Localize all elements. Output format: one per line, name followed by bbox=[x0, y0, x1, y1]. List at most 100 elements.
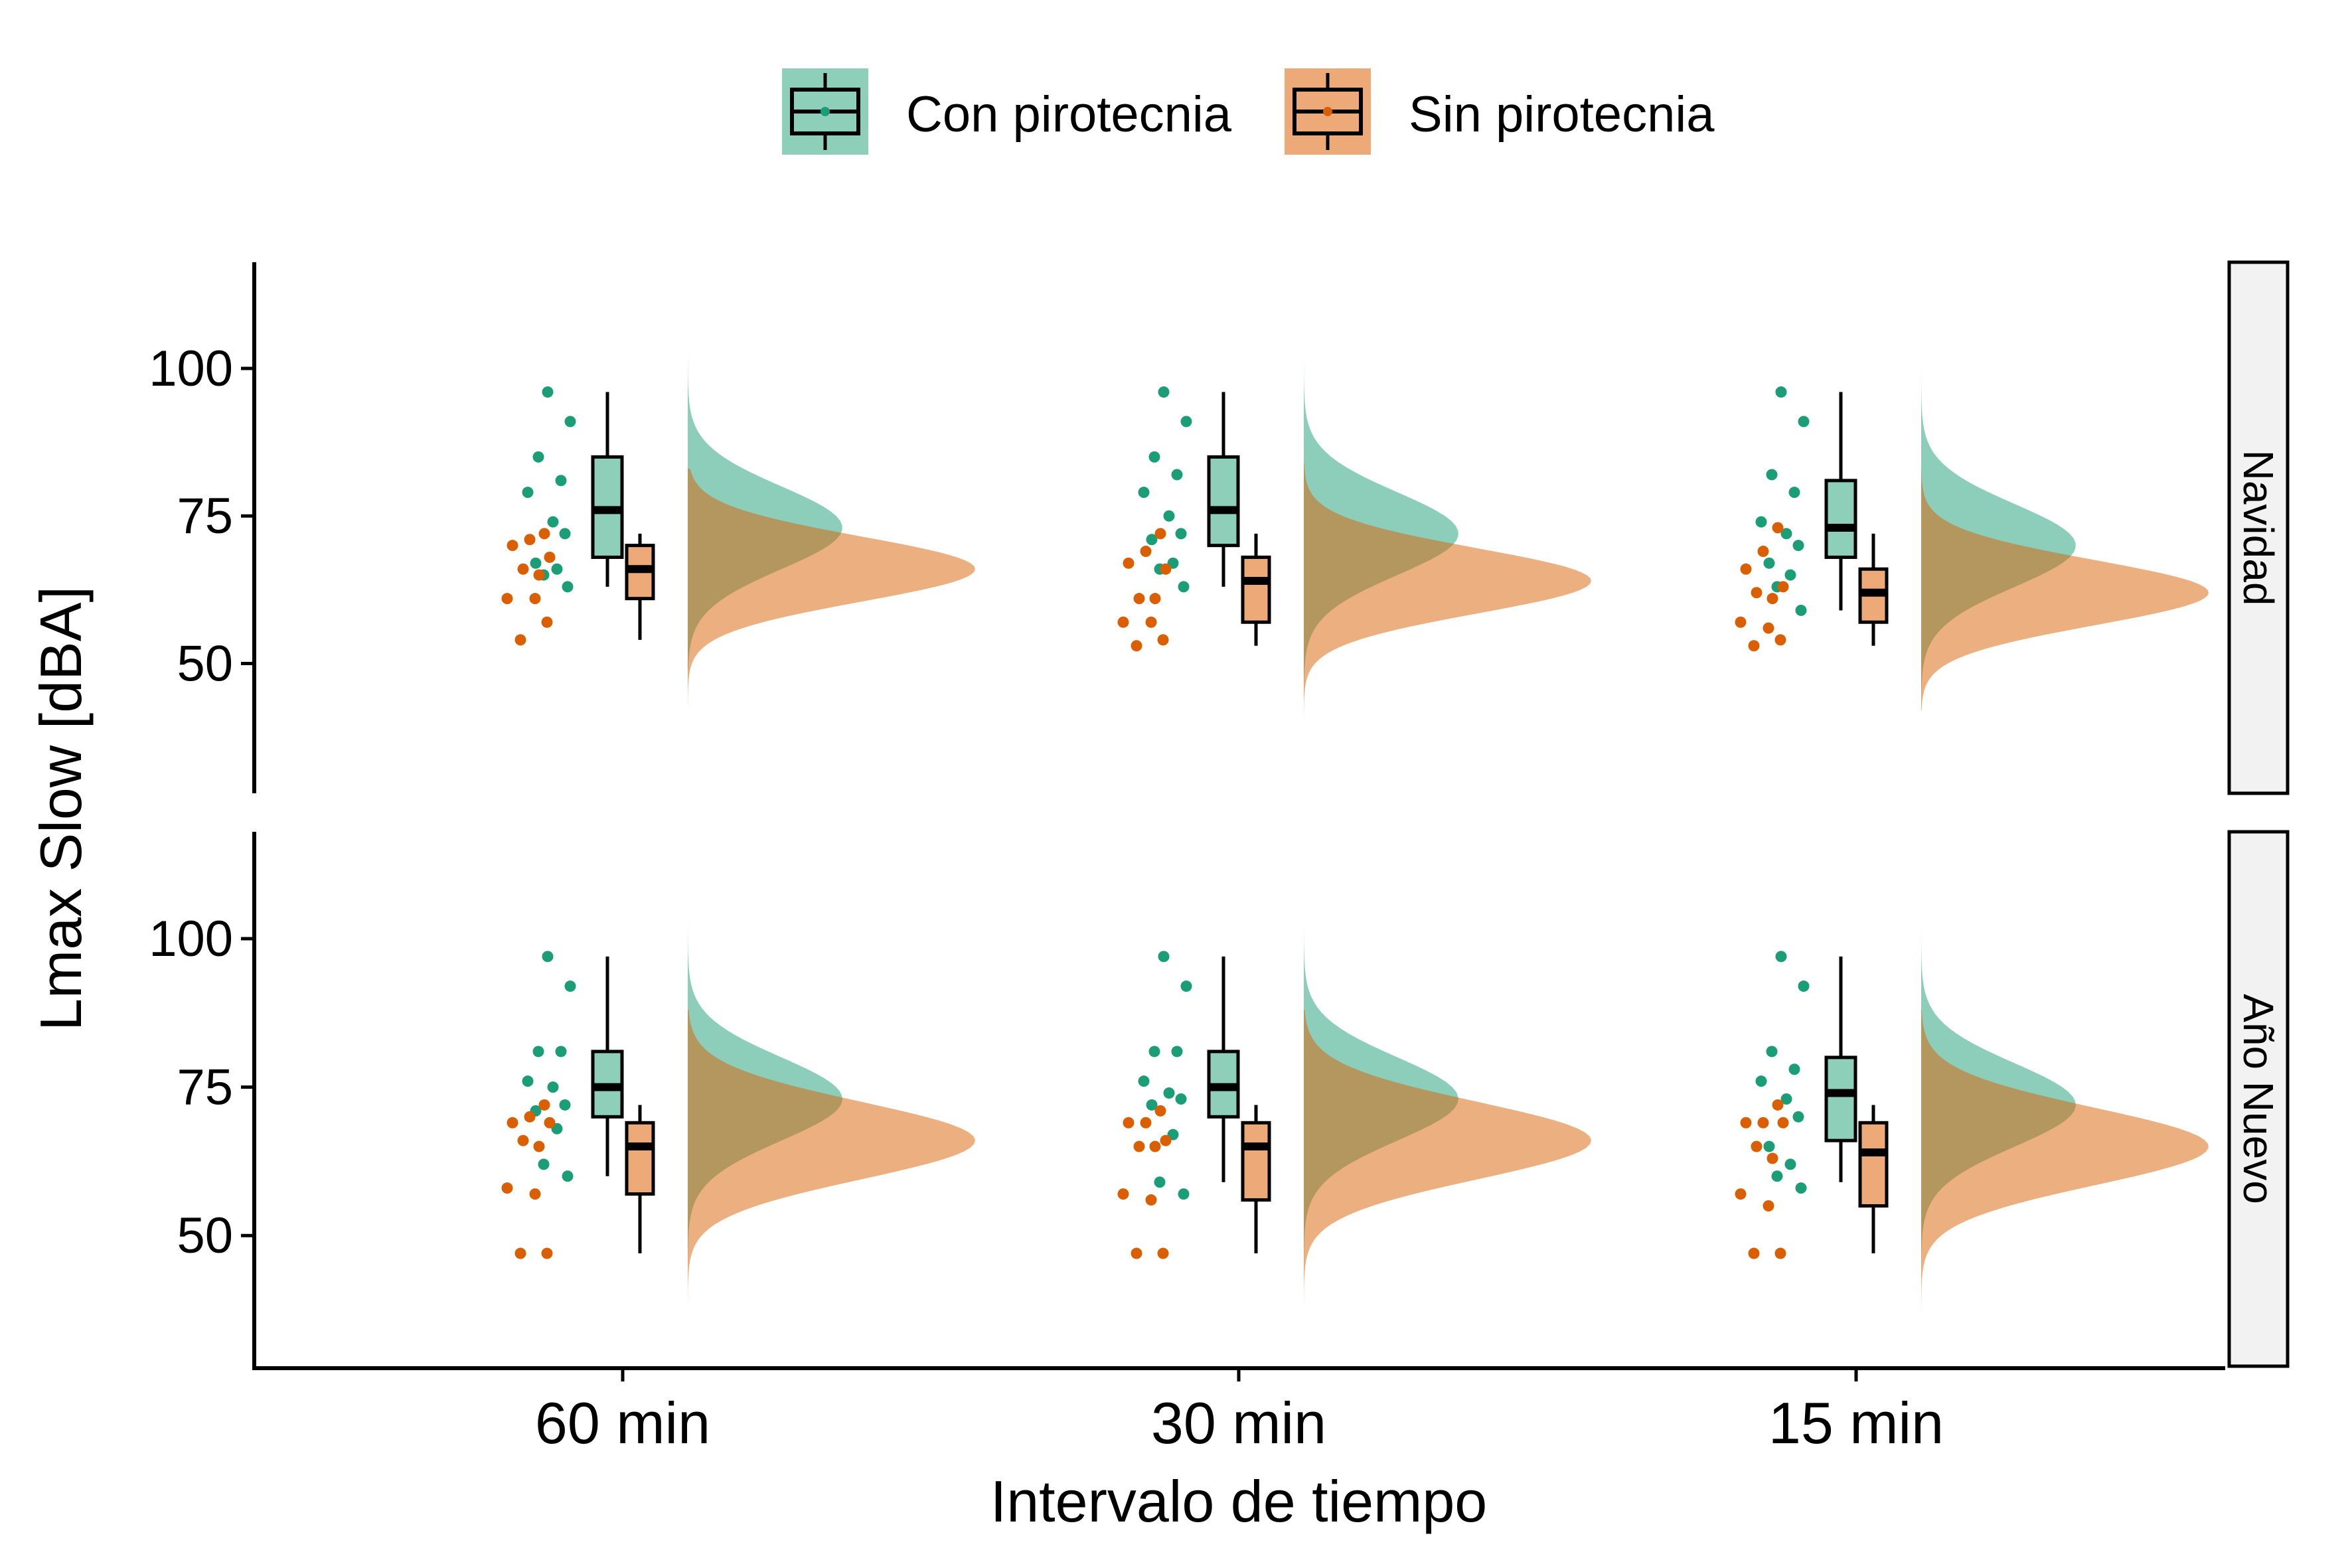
point-sin-pirotecnia bbox=[1757, 1117, 1769, 1129]
boxplot-sin-pirotecnia bbox=[1858, 533, 1889, 646]
point-con-pirotecnia bbox=[1780, 1093, 1792, 1105]
group-60-min bbox=[501, 873, 975, 1355]
point-sin-pirotecnia bbox=[1772, 522, 1784, 534]
density-con-pirotecnia bbox=[1921, 855, 2076, 1289]
x-tick-label: 60 min bbox=[535, 1390, 710, 1456]
box-con-pirotecnia bbox=[1824, 1056, 1857, 1142]
point-con-pirotecnia bbox=[1798, 980, 1810, 992]
point-con-pirotecnia bbox=[1775, 951, 1787, 963]
point-sin-pirotecnia bbox=[1735, 616, 1747, 628]
point-sin-pirotecnia bbox=[1740, 1117, 1752, 1129]
point-sin-pirotecnia bbox=[538, 1099, 550, 1111]
point-sin-pirotecnia bbox=[1149, 1140, 1161, 1152]
point-con-pirotecnia bbox=[1766, 1046, 1778, 1058]
box-sin-pirotecnia bbox=[625, 1121, 655, 1196]
point-sin-pirotecnia bbox=[1748, 1247, 1760, 1259]
density-sin-pirotecnia bbox=[688, 1010, 975, 1355]
group-30-min bbox=[1117, 279, 1591, 723]
facet-strip-label: Navidad bbox=[2234, 450, 2282, 606]
box-sin-pirotecnia bbox=[1858, 1121, 1889, 1208]
legend-item-sin-pirotecnia: Sin pirotecnia bbox=[1285, 68, 1715, 155]
point-con-pirotecnia bbox=[532, 1046, 544, 1058]
point-con-pirotecnia bbox=[564, 416, 576, 428]
facet-strip: Navidad bbox=[2227, 260, 2290, 795]
density-sin-pirotecnia bbox=[1921, 469, 2209, 711]
point-con-pirotecnia bbox=[1784, 569, 1796, 581]
point-sin-pirotecnia bbox=[1157, 634, 1169, 646]
point-sin-pirotecnia bbox=[1123, 557, 1135, 569]
point-sin-pirotecnia bbox=[1777, 1117, 1789, 1129]
x-tick-label: 15 min bbox=[1768, 1390, 1944, 1456]
point-con-pirotecnia bbox=[522, 487, 534, 499]
point-sin-pirotecnia bbox=[544, 551, 556, 563]
point-sin-pirotecnia bbox=[533, 569, 545, 581]
point-con-pirotecnia bbox=[1178, 581, 1190, 593]
point-con-pirotecnia bbox=[1163, 510, 1175, 522]
point-con-pirotecnia bbox=[542, 386, 554, 398]
point-con-pirotecnia bbox=[555, 1046, 567, 1058]
point-con-pirotecnia bbox=[1146, 1099, 1158, 1111]
point-con-pirotecnia bbox=[538, 1158, 550, 1170]
boxplot-sin-pirotecnia bbox=[625, 1105, 655, 1254]
group-60-min bbox=[501, 279, 975, 705]
boxplot-con-pirotecnia bbox=[591, 392, 624, 587]
point-sin-pirotecnia bbox=[1123, 1117, 1135, 1129]
point-sin-pirotecnia bbox=[1774, 1247, 1786, 1259]
point-sin-pirotecnia bbox=[1154, 1105, 1166, 1117]
point-con-pirotecnia bbox=[1795, 1182, 1807, 1194]
group-15-min bbox=[1735, 291, 2209, 711]
point-con-pirotecnia bbox=[1171, 469, 1183, 481]
point-sin-pirotecnia bbox=[1160, 563, 1172, 575]
point-con-pirotecnia bbox=[1163, 1087, 1175, 1099]
boxplot-con-pirotecnia bbox=[1207, 956, 1240, 1182]
point-sin-pirotecnia bbox=[507, 1117, 518, 1129]
point-sin-pirotecnia bbox=[524, 534, 536, 546]
point-con-pirotecnia bbox=[1771, 1170, 1783, 1182]
y-axis-title: Lmax Slow [dBA] bbox=[28, 586, 94, 1031]
point-sin-pirotecnia bbox=[1763, 622, 1774, 634]
point-con-pirotecnia bbox=[1138, 1075, 1150, 1087]
point-con-pirotecnia bbox=[522, 1075, 534, 1087]
point-con-pirotecnia bbox=[1795, 604, 1807, 616]
point-con-pirotecnia bbox=[547, 1081, 559, 1093]
point-con-pirotecnia bbox=[551, 563, 563, 575]
point-sin-pirotecnia bbox=[1131, 640, 1142, 652]
point-sin-pirotecnia bbox=[1748, 640, 1760, 652]
point-con-pirotecnia bbox=[559, 1099, 571, 1111]
point-con-pirotecnia bbox=[1175, 528, 1187, 540]
boxplot-sin-pirotecnia bbox=[1241, 1105, 1271, 1254]
panel-ano-nuevo: 50 75 100 Año Nuevo bbox=[149, 830, 2290, 1368]
point-sin-pirotecnia bbox=[541, 616, 553, 628]
point-sin-pirotecnia bbox=[517, 1135, 529, 1146]
box-sin-pirotecnia bbox=[1241, 555, 1271, 624]
point-con-pirotecnia bbox=[559, 528, 571, 540]
point-sin-pirotecnia bbox=[1777, 581, 1789, 593]
point-con-pirotecnia bbox=[1792, 540, 1804, 552]
point-sin-pirotecnia bbox=[1149, 593, 1161, 605]
point-sin-pirotecnia bbox=[541, 1247, 553, 1259]
point-sin-pirotecnia bbox=[1772, 1099, 1784, 1111]
point-sin-pirotecnia bbox=[1140, 1117, 1152, 1129]
point-sin-pirotecnia bbox=[507, 540, 518, 552]
y-tick-label: 100 bbox=[149, 911, 233, 967]
point-sin-pirotecnia bbox=[1131, 1247, 1142, 1259]
point-con-pirotecnia bbox=[1792, 1111, 1804, 1123]
point-sin-pirotecnia bbox=[514, 634, 526, 646]
point-sin-pirotecnia bbox=[1157, 1247, 1169, 1259]
point-sin-pirotecnia bbox=[1154, 528, 1166, 540]
point-con-pirotecnia bbox=[1755, 516, 1767, 528]
legend: Con pirotecnia Sin pirotecnia bbox=[782, 68, 1715, 155]
point-con-pirotecnia bbox=[555, 475, 567, 487]
x-axis: 60 min 30 min 15 min Intervalo de tiempo bbox=[252, 1366, 2225, 1534]
point-sin-pirotecnia bbox=[1766, 593, 1778, 605]
y-tick-label: 50 bbox=[177, 635, 233, 692]
point-con-pirotecnia bbox=[1138, 487, 1150, 499]
group-15-min bbox=[1735, 855, 2209, 1355]
point-sin-pirotecnia bbox=[514, 1247, 526, 1259]
point-sin-pirotecnia bbox=[538, 528, 550, 540]
y-tick-label: 75 bbox=[177, 488, 233, 544]
facet-strip-label: Año Nuevo bbox=[2234, 994, 2282, 1204]
point-sin-pirotecnia bbox=[529, 593, 541, 605]
point-con-pirotecnia bbox=[564, 980, 576, 992]
point-sin-pirotecnia bbox=[1740, 563, 1752, 575]
